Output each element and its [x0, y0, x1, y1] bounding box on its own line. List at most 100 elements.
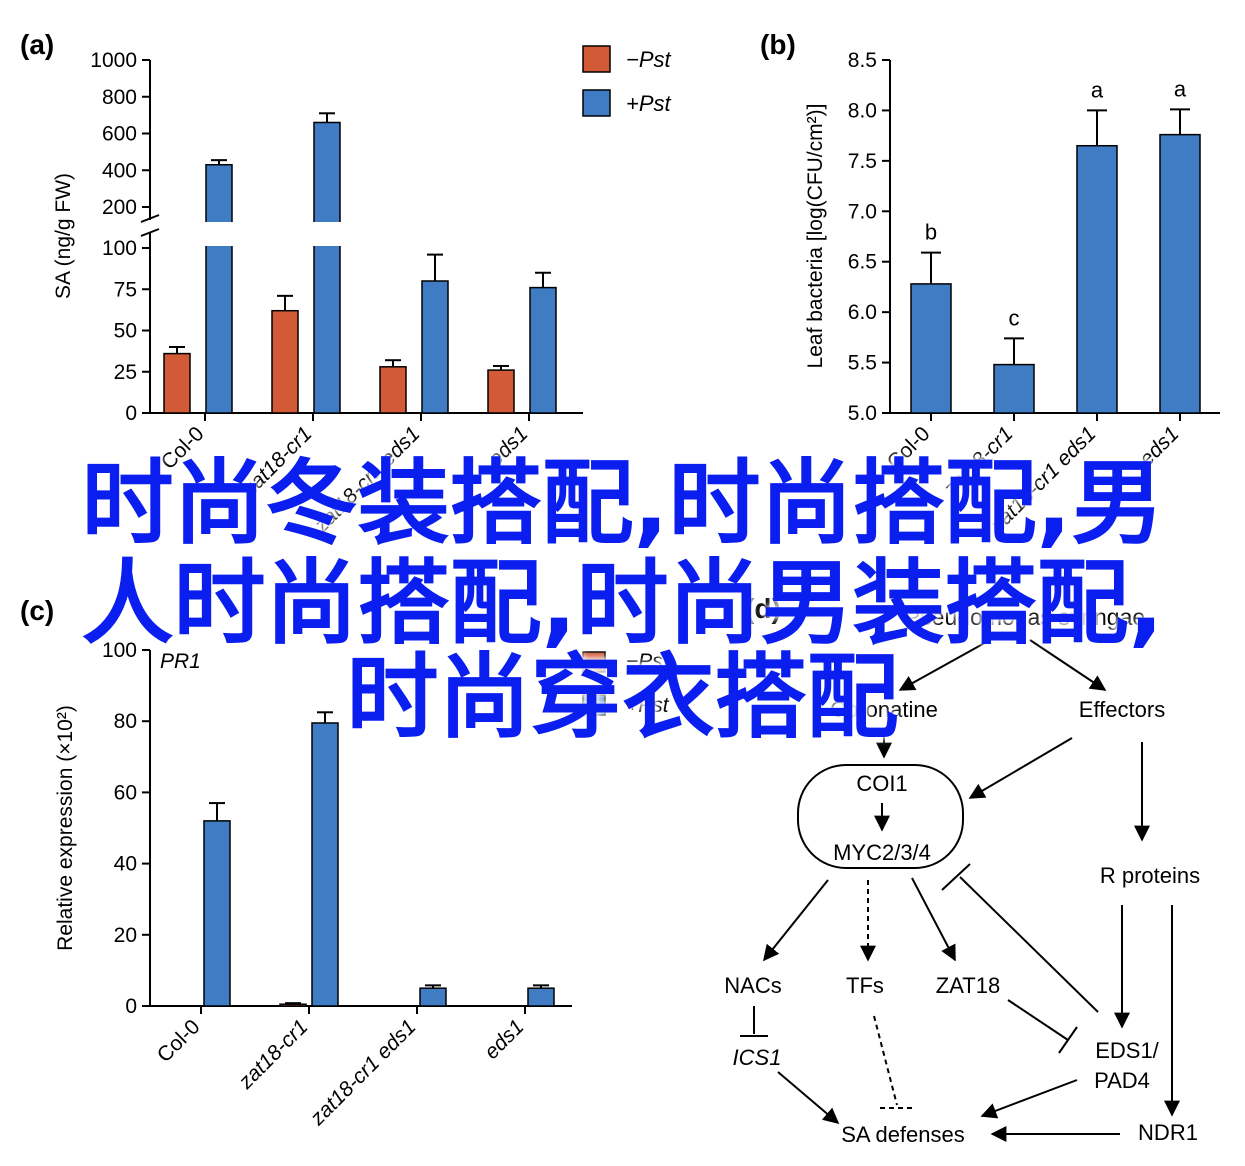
node-zat18: ZAT18 [936, 973, 1000, 998]
node-pst: Pseudomonas syringae [905, 604, 1145, 630]
significance-letter-b: c [1009, 305, 1020, 330]
panel-c-letter: (c) [20, 595, 54, 626]
bar-c-plus [203, 820, 231, 1007]
diagram-edges [740, 639, 1180, 1142]
node-ics1: ICS1 [733, 1045, 782, 1070]
node-sa-defenses: SA defenses [841, 1122, 965, 1147]
significance-letter-b: a [1091, 77, 1104, 102]
bar-c-minus [279, 1003, 307, 1007]
panel-b-bars: b c a a [910, 76, 1201, 414]
node-coronatine: Coronatine [830, 697, 938, 722]
ytick-b-label: 6.5 [848, 251, 877, 274]
legend-label-plus: +Pst [626, 91, 672, 116]
panel-b-ylabel: Leaf bacteria [log(CFU/cm²)] [804, 104, 827, 369]
ytick-b-label: 5.0 [848, 402, 877, 425]
ytick-a-lower-label: 50 [114, 320, 137, 343]
legend-c-label-minus: −Pst [626, 650, 670, 673]
edge-ics1-sa [777, 1071, 840, 1125]
node-nacs: NACs [724, 973, 781, 998]
significance-letter-b: b [925, 220, 937, 245]
node-tfs: TFs [846, 973, 884, 998]
panel-b-yticks: 5.0 5.5 6.0 6.5 7.0 7.5 8.0 8.5 [848, 49, 890, 425]
panel-a-ylabel: SA (ng/g FW) [52, 173, 75, 299]
bar-a-minus [163, 352, 191, 414]
bar-a-minus [487, 369, 515, 414]
overlay-text-line2: 人时尚搭配,时尚男装搭配, [81, 550, 1164, 657]
ytick-b-label: 8.5 [848, 49, 877, 72]
bar-c-plus [419, 987, 447, 1007]
coi1-myc-complex [797, 764, 964, 869]
ytick-b-label: 7.5 [848, 150, 877, 173]
panel-c-bars [203, 711, 555, 1007]
edge-tfs-sa [873, 1015, 898, 1106]
significance-letter-b: a [1174, 76, 1187, 101]
bar-c-plus [311, 722, 339, 1007]
xtick-c-label: zat18-cr1 eds1 [305, 1015, 420, 1130]
edge-eds1-sa [980, 1079, 1078, 1119]
node-ndr1: NDR1 [1138, 1120, 1198, 1145]
ytick-c-label: 20 [114, 924, 137, 947]
bar-a-plus [529, 286, 557, 414]
panel-d: (d) Pseudomonas syringae Coronatine Effe… [724, 593, 1200, 1147]
panel-a-yticks: 0 25 50 75 100 200 400 600 800 1000 [90, 49, 150, 425]
ytick-a-upper-label: 400 [102, 159, 137, 182]
panel-a-letter: (a) [20, 29, 54, 60]
panel-c-legend: −Pst +Pst [582, 650, 670, 717]
node-myc: MYC2/3/4 [833, 840, 931, 865]
bar-a-plus [313, 121, 341, 414]
ytick-a-upper-label: 600 [102, 123, 137, 146]
legend-c-swatch-plus [582, 694, 606, 716]
edge-zat18-inhibits-eds1 [1007, 999, 1069, 1041]
ytick-a-lower-label: 0 [125, 402, 137, 425]
ytick-a-lower-label: 25 [114, 361, 137, 384]
axis-break-gap [205, 222, 233, 246]
bar-b [993, 363, 1035, 414]
bar-a-minus [379, 366, 407, 414]
xtick-c-label: zat18-cr1 [234, 1015, 313, 1094]
bar-c-plus [527, 987, 555, 1007]
node-eds1: EDS1/ [1095, 1038, 1159, 1063]
ytick-c-label: 80 [114, 710, 137, 733]
ytick-a-upper-label: 200 [102, 196, 137, 219]
overlay-text-line3: 时尚穿衣搭配 [346, 644, 899, 751]
panel-a-legend: −Pst +Pst [582, 45, 672, 117]
panel-c-yticks: 0 20 40 60 80 100 [102, 639, 150, 1018]
edge-eds1-inhibits-complex-bar [941, 863, 971, 891]
edge-pst-effectors [1029, 639, 1107, 691]
panel-a-bars [163, 112, 557, 414]
panel-a: (a) SA (ng/g FW) 0 25 50 75 100 200 400 600 800 1… [20, 29, 672, 537]
xtick-c-label: eds1 [480, 1015, 528, 1063]
node-effectors: Effectors [1079, 697, 1165, 722]
bar-b [1076, 144, 1118, 414]
ytick-c-label: 40 [114, 853, 137, 876]
ytick-a-lower-label: 100 [102, 237, 137, 260]
legend-c-label-plus: +Pst [626, 694, 670, 717]
bar-b [1159, 133, 1201, 414]
edge-myc-nacs [763, 879, 829, 962]
ytick-b-label: 8.0 [848, 99, 877, 122]
ytick-c-label: 60 [114, 781, 137, 804]
ytick-c-label: 0 [125, 995, 137, 1018]
ytick-a-upper-label: 1000 [90, 49, 137, 72]
node-coi1: COI1 [856, 771, 907, 796]
ytick-b-label: 5.5 [848, 352, 877, 375]
node-rproteins: R proteins [1100, 863, 1200, 888]
ytick-a-upper-label: 800 [102, 86, 137, 109]
axis-break-gap [313, 222, 341, 246]
ytick-c-label: 100 [102, 639, 137, 662]
bar-a-plus [205, 163, 233, 414]
edge-eds1-inhibits-complex [959, 876, 1099, 1013]
ytick-b-label: 7.0 [848, 200, 877, 223]
ytick-a-lower-label: 75 [114, 278, 137, 301]
legend-swatch-minus [582, 45, 611, 73]
xtick-c-label: Col-0 [153, 1015, 205, 1067]
legend-label-minus: −Pst [626, 47, 672, 72]
legend-swatch-plus [582, 89, 611, 117]
panel-c-title: PR1 [160, 650, 201, 673]
bar-a-plus [421, 280, 449, 414]
panel-c-ylabel: Relative expression (×10²) [54, 705, 77, 951]
bar-b [910, 283, 952, 414]
edge-zat18-inhibits-eds1-bar [1058, 1026, 1078, 1054]
